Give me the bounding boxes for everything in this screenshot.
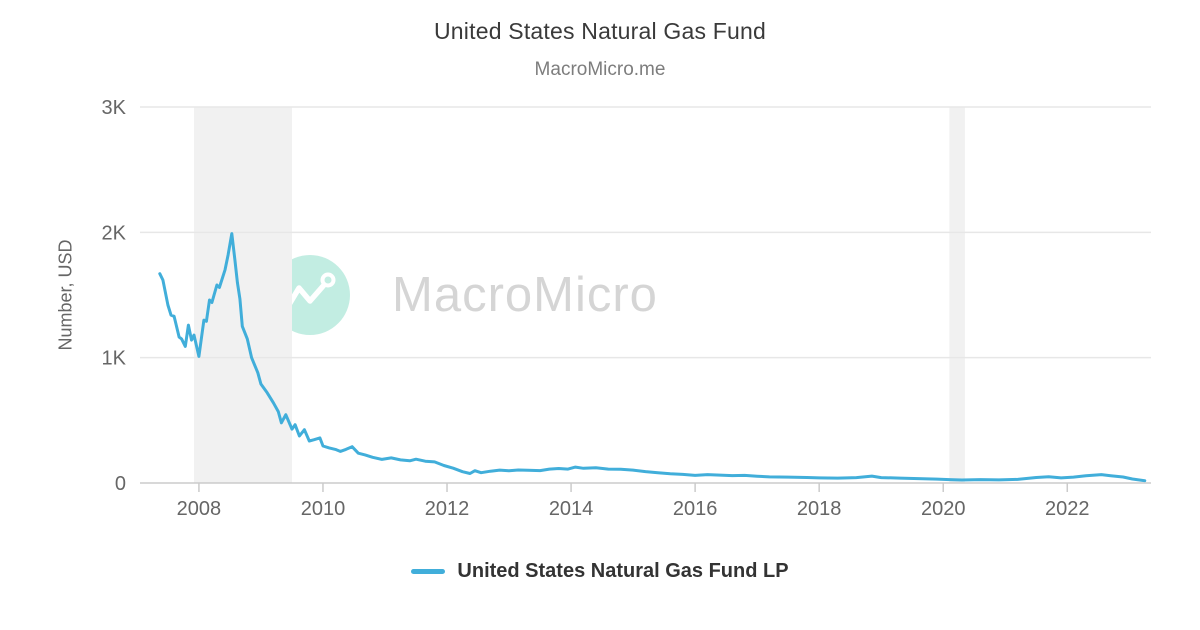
legend-label: United States Natural Gas Fund LP [457, 560, 789, 582]
legend-swatch [411, 569, 446, 574]
x-tick-label: 2008 [177, 498, 222, 520]
y-tick-label: 1K [102, 348, 127, 370]
recession-band [949, 107, 965, 483]
legend: United States Natural Gas Fund LP [0, 560, 1200, 583]
x-tick-label: 2016 [673, 498, 718, 520]
x-tick-label: 2022 [1045, 498, 1090, 520]
legend-item-ung[interactable]: United States Natural Gas Fund LP [411, 560, 789, 583]
x-tick-label: 2018 [797, 498, 842, 520]
x-tick-label: 2010 [301, 498, 346, 520]
y-tick-label: 3K [102, 97, 127, 119]
macromicro-logo-icon [270, 255, 350, 335]
watermark-text: MacroMicro [392, 268, 658, 322]
y-tick-label: 2K [102, 222, 127, 244]
y-axis-title: Number, USD [55, 239, 76, 351]
recession-band [194, 107, 292, 483]
x-tick-label: 2020 [921, 498, 966, 520]
x-tick-label: 2014 [549, 498, 594, 520]
chart-subtitle: MacroMicro.me [534, 59, 666, 80]
series-line-ung [158, 232, 1147, 483]
watermark: MacroMicro [270, 253, 658, 337]
x-tick-label: 2012 [425, 498, 470, 520]
y-tick-label: 0 [115, 473, 126, 495]
chart-title: United States Natural Gas Fund [434, 18, 766, 44]
